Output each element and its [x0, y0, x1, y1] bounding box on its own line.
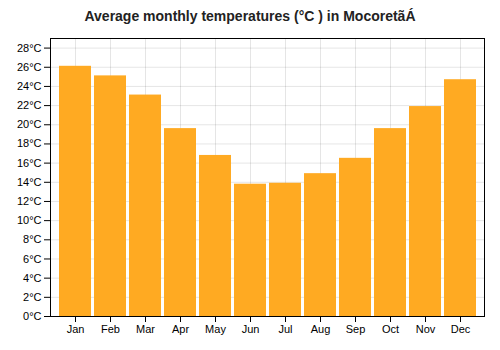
svg-text:22°C: 22°C	[17, 99, 42, 111]
svg-text:20°C: 20°C	[17, 118, 42, 130]
svg-text:18°C: 18°C	[17, 137, 42, 149]
svg-text:Nov: Nov	[416, 323, 436, 335]
html-text:Average monthly temperatures (: Average monthly temperatures (°C ) in Mo…	[84, 8, 416, 24]
svg-text:Aug: Aug	[311, 323, 331, 335]
svg-text:Sep: Sep	[346, 323, 366, 335]
svg-text:6°C: 6°C	[23, 253, 42, 265]
svg-text:10°C: 10°C	[17, 214, 42, 226]
svg-text:Feb: Feb	[101, 323, 120, 335]
svg-text:26°C: 26°C	[17, 61, 42, 73]
svg-text:Jan: Jan	[67, 323, 85, 335]
svg-text:24°C: 24°C	[17, 80, 42, 92]
svg-text:8°C: 8°C	[23, 233, 42, 245]
svg-text:4°C: 4°C	[23, 272, 42, 284]
svg-text:Jul: Jul	[278, 323, 292, 335]
svg-text:Mar: Mar	[136, 323, 155, 335]
svg-text:Apr: Apr	[172, 323, 189, 335]
svg-text:May: May	[205, 323, 226, 335]
svg-text:Jun: Jun	[242, 323, 260, 335]
svg-text:28°C: 28°C	[17, 42, 42, 54]
svg-text:Dec: Dec	[451, 323, 471, 335]
svg-text:16°C: 16°C	[17, 157, 42, 169]
svg-text:12°C: 12°C	[17, 195, 42, 207]
svg-text:Oct: Oct	[382, 323, 399, 335]
svg-text:0°C: 0°C	[23, 310, 42, 322]
svg-text:14°C: 14°C	[17, 176, 42, 188]
svg-text:2°C: 2°C	[23, 291, 42, 303]
